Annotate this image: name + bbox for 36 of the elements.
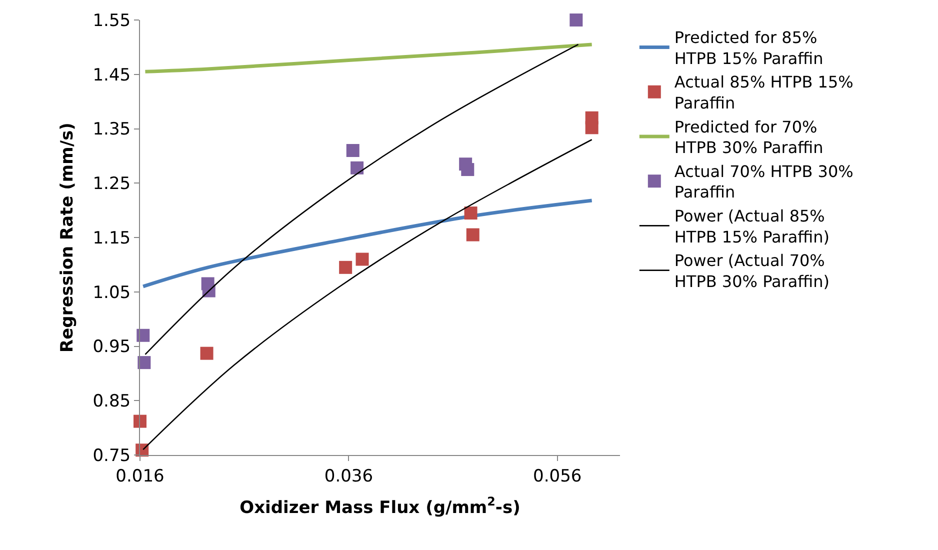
- legend-label: Power (Actual 85% HTPB 15% Paraffin): [674, 206, 830, 246]
- x-tick-label: 0.036: [324, 466, 374, 486]
- x-axis-title: Oxidizer Mass Flux (g/mm$^{2}$-s): [240, 494, 520, 518]
- legend-label: Predicted for 70% HTPB 30% Paraffin: [674, 117, 824, 158]
- point: [134, 414, 146, 428]
- point: [138, 356, 151, 370]
- point: [585, 121, 598, 134]
- point: [356, 252, 369, 266]
- y-tick-label: 1.05: [92, 282, 131, 303]
- x-tick-label: 0.016: [116, 466, 164, 486]
- point: [464, 206, 478, 220]
- point: [136, 328, 150, 342]
- y-tick-label: 0.95: [92, 337, 131, 358]
- x-tick-label: 0.056: [533, 466, 582, 486]
- y-axis-title: Regression Rate (mm/s): [57, 122, 78, 352]
- y-tick-label: 1.45: [92, 65, 131, 86]
- point: [339, 260, 352, 274]
- legend-label: Predicted for 85% HTPB 15% Paraffin: [674, 28, 824, 68]
- y-tick-label: 0.85: [92, 392, 131, 412]
- point: [346, 144, 360, 157]
- line-series: [141, 198, 594, 288]
- legend-label: Power (Actual 70% HTPB 30% Paraffin): [674, 251, 830, 291]
- point: [200, 346, 214, 360]
- y-tick-label: 1.15: [92, 228, 131, 248]
- y-tick-label: 1.35: [92, 120, 131, 140]
- line-series: [144, 44, 579, 356]
- y-tick-label: 0.75: [92, 446, 131, 466]
- point: [466, 228, 480, 242]
- y-tick-label: 1.55: [92, 10, 131, 31]
- y-tick-label: 1.25: [92, 174, 131, 194]
- point: [461, 163, 474, 176]
- legend-label: Actual 85% HTPB 15% Paraffin: [674, 72, 854, 113]
- point: [350, 161, 364, 174]
- legend-label: Actual 70% HTPB 30% Paraffin: [674, 162, 854, 202]
- line-series: [143, 42, 594, 74]
- point: [570, 14, 583, 26]
